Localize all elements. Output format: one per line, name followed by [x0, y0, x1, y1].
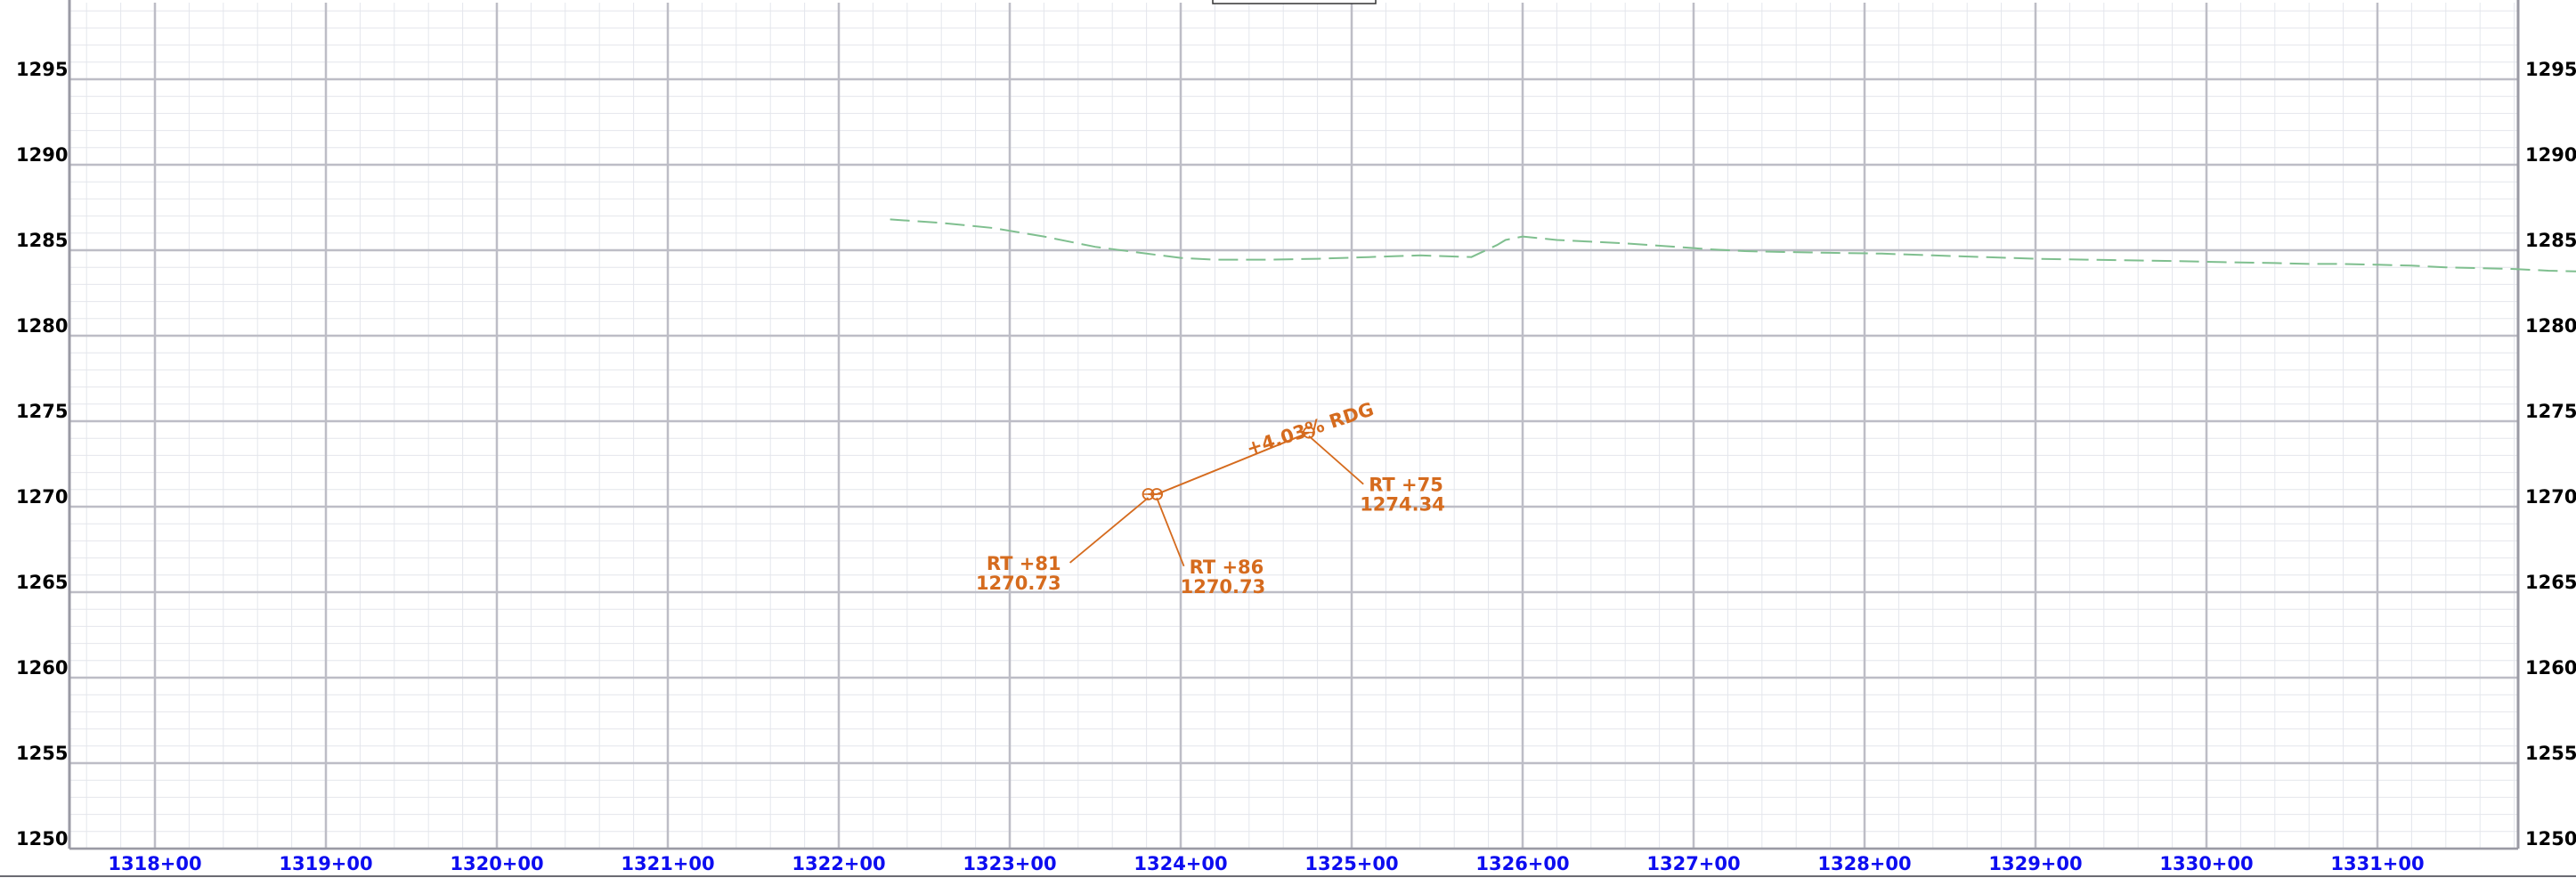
y-tick-label-left: 1265 [16, 572, 68, 593]
x-tick-label: 1324+00 [1134, 853, 1227, 874]
x-tick-label: 1329+00 [1988, 853, 2082, 874]
y-tick-label-left: 1285 [16, 230, 68, 251]
point-offset-label: RT +81 [987, 553, 1061, 574]
point-elevation-label: 1270.73 [1181, 576, 1266, 598]
y-tick-label-left: 1280 [16, 315, 68, 337]
x-tick-label: 1327+00 [1646, 853, 1740, 874]
point-offset-label: RT +86 [1190, 557, 1264, 578]
y-tick-label-left: 1255 [16, 743, 68, 764]
y-axis-right: 1250 1255 1260 1265 1270 1275 1280 1285 1290 1295 [2525, 59, 2576, 850]
y-tick-label-left: 1260 [16, 657, 68, 679]
x-tick-label: 1322+00 [792, 853, 885, 874]
x-tick-label: 1328+00 [1817, 853, 1911, 874]
y-tick-label-right: 1285 [2525, 230, 2576, 251]
x-tick-label: 1331+00 [2330, 853, 2424, 874]
x-tick-label: 1323+00 [963, 853, 1056, 874]
x-tick-label: 1318+00 [108, 853, 201, 874]
x-axis: 1318+00 1319+00 1320+00 1321+00 1322+00 1323+… [108, 853, 2424, 874]
y-tick-label-right: 1275 [2525, 401, 2576, 422]
minor-grid [69, 3, 2518, 849]
y-tick-label-right: 1250 [2525, 828, 2576, 850]
plot-series [890, 218, 2576, 495]
y-tick-label-left: 1295 [16, 59, 68, 80]
x-tick-label: 1325+00 [1304, 853, 1398, 874]
y-tick-label-left: 1250 [16, 828, 68, 850]
leader-line [1308, 435, 1364, 485]
y-tick-label-left: 1275 [16, 401, 68, 422]
y-axis-left: 1250 1255 1260 1265 1270 1275 1280 1285 1290 1295 [16, 59, 68, 850]
y-tick-label-right: 1290 [2525, 144, 2576, 166]
existing-ground-line [890, 218, 2576, 272]
y-tick-label-right: 1265 [2525, 572, 2576, 593]
x-tick-label: 1321+00 [621, 853, 714, 874]
y-tick-label-right: 1280 [2525, 315, 2576, 337]
y-tick-label-right: 1270 [2525, 486, 2576, 508]
top-tab [1212, 0, 1377, 4]
y-tick-label-left: 1270 [16, 486, 68, 508]
x-tick-label: 1320+00 [450, 853, 543, 874]
point-offset-label: RT +75 [1369, 475, 1443, 496]
grade-label: +4.03% RDG [1244, 398, 1377, 459]
top-edge [1212, 0, 1377, 4]
x-tick-label: 1326+00 [1475, 853, 1569, 874]
y-tick-label-right: 1295 [2525, 59, 2576, 80]
point-elevation-label: 1270.73 [976, 573, 1061, 594]
leader-line [1156, 497, 1185, 567]
x-tick-label: 1319+00 [279, 853, 372, 874]
y-tick-label-right: 1260 [2525, 657, 2576, 679]
y-tick-label-left: 1290 [16, 144, 68, 166]
point-elevation-label: 1274.34 [1360, 494, 1445, 516]
leader-line [1069, 497, 1150, 564]
y-tick-label-right: 1255 [2525, 743, 2576, 764]
x-tick-label: 1330+00 [2159, 853, 2253, 874]
